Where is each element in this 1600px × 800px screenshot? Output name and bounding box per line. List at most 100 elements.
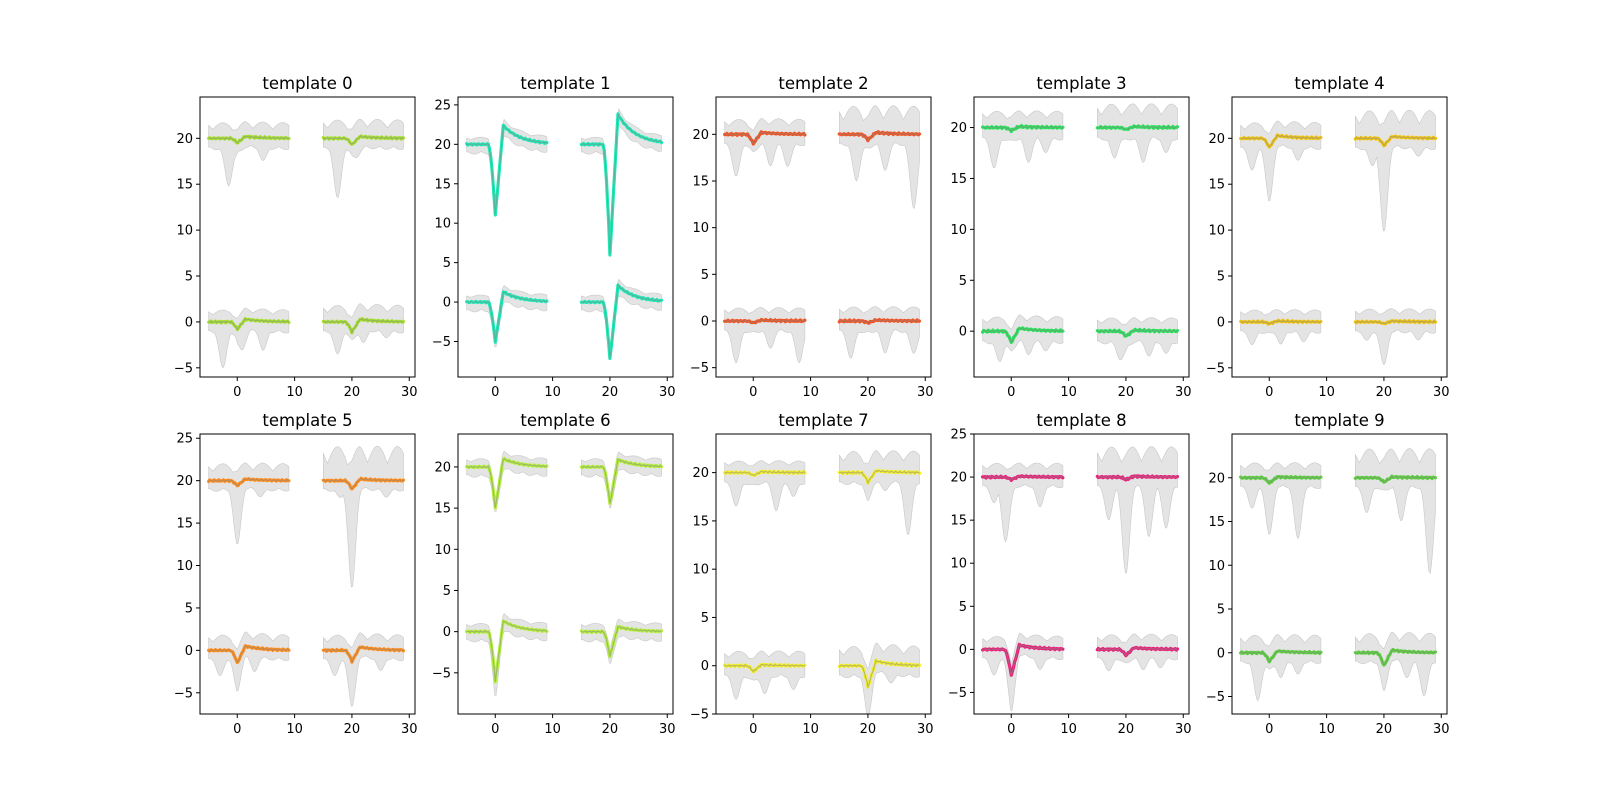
- x-tick-label: 0: [749, 722, 757, 737]
- x-tick-label: 20: [860, 385, 877, 400]
- axes-frame: [1231, 433, 1448, 715]
- subplot-title: template 4: [1294, 74, 1384, 93]
- waveform-median: [1096, 475, 1178, 481]
- subplot-grid: template 0 −5 0 5 10 15 20 0 10 20 30 template 1 −5 0…: [174, 74, 1450, 737]
- x-tick-label: 0: [491, 722, 499, 737]
- waveform-median: [838, 658, 920, 689]
- x-tick-label: 10: [802, 385, 819, 400]
- y-tick-label: 20: [692, 466, 709, 481]
- y-tick-label: −5: [174, 361, 193, 376]
- y-tick-label: 20: [176, 474, 193, 489]
- x-tick-label: 0: [491, 385, 499, 400]
- y-tick-label: 20: [434, 138, 451, 153]
- axes-frame: [715, 96, 932, 378]
- x-tick-label: 0: [233, 722, 241, 737]
- x-tick-label: 10: [286, 385, 303, 400]
- x-tick-label: 20: [344, 722, 361, 737]
- subplot-title: template 6: [520, 411, 610, 430]
- x-tick-label: 30: [917, 385, 934, 400]
- y-tick-label: 25: [176, 432, 193, 447]
- waveform-median: [1355, 475, 1436, 483]
- x-tick-label: 30: [659, 722, 676, 737]
- waveform-band: [982, 462, 1064, 543]
- axes-frame: [973, 433, 1190, 715]
- waveform-median: [581, 113, 662, 256]
- waveform-median: [839, 130, 920, 142]
- subplot-2: template 2 −5 0 5 10 15 20 0 10 20 30: [690, 74, 934, 400]
- plot-area: [981, 446, 1180, 711]
- x-tick-label: 30: [1175, 722, 1192, 737]
- x-tick-label: 30: [1433, 722, 1450, 737]
- y-tick-label: 10: [950, 223, 967, 238]
- plot-area: [723, 450, 922, 714]
- y-tick-label: 15: [692, 514, 709, 529]
- y-tick-label: 15: [950, 172, 967, 187]
- x-tick-label: 30: [1433, 385, 1450, 400]
- x-tick-label: 10: [802, 722, 819, 737]
- y-tick-label: 5: [443, 256, 451, 271]
- y-tick-label: 5: [701, 268, 709, 283]
- waveform-band: [982, 632, 1064, 711]
- y-tick-label: 15: [692, 175, 709, 190]
- x-tick-label: 30: [917, 722, 934, 737]
- x-tick-label: 10: [1060, 385, 1077, 400]
- x-tick-label: 10: [286, 722, 303, 737]
- waveform-median: [323, 477, 404, 490]
- waveform-median: [208, 645, 290, 664]
- waveform-median: [581, 283, 662, 359]
- subplot-1: template 1 −5 0 5 10 15 20 25 0 10 20 30: [432, 74, 676, 400]
- waveform-band: [1097, 633, 1178, 672]
- y-tick-label: 0: [443, 625, 451, 640]
- y-tick-label: 5: [1217, 603, 1225, 618]
- y-tick-label: 10: [434, 543, 451, 558]
- waveform-band: [1355, 631, 1436, 696]
- y-tick-label: 10: [950, 557, 967, 572]
- y-tick-label: −5: [948, 686, 967, 701]
- y-tick-label: 20: [950, 121, 967, 136]
- waveform-median: [839, 469, 920, 485]
- waveform-median: [1355, 648, 1436, 666]
- y-tick-label: −5: [690, 361, 709, 376]
- waveform-median: [322, 135, 404, 145]
- waveform-band: [724, 650, 806, 700]
- y-tick-label: 10: [176, 224, 193, 239]
- plot-area: [723, 105, 922, 364]
- subplot-title: template 0: [262, 74, 352, 93]
- y-tick-label: 0: [701, 659, 709, 674]
- y-tick-label: 5: [185, 270, 193, 285]
- y-tick-label: 0: [1217, 315, 1225, 330]
- waveform-median: [724, 470, 806, 477]
- y-tick-label: 25: [434, 98, 451, 113]
- waveform-band: [208, 462, 290, 545]
- x-tick-label: 20: [1376, 385, 1393, 400]
- waveform-band: [1097, 103, 1178, 163]
- y-tick-label: 25: [950, 428, 967, 443]
- subplot-title: template 5: [262, 411, 352, 430]
- y-tick-label: −5: [432, 335, 451, 350]
- waveform-median: [1354, 135, 1436, 147]
- waveform-median: [724, 318, 806, 324]
- y-tick-label: −5: [690, 708, 709, 723]
- waveform-median: [1240, 650, 1322, 663]
- x-tick-label: 30: [401, 385, 418, 400]
- y-tick-label: 10: [434, 217, 451, 232]
- subplot-title: template 7: [778, 411, 868, 430]
- waveform-band: [1240, 120, 1322, 202]
- subplot-6: template 6 −5 0 5 10 15 20 0 10 20 30: [432, 411, 676, 737]
- waveform-median: [1240, 319, 1322, 325]
- axes-frame: [973, 96, 1190, 378]
- plot-area: [1239, 109, 1438, 365]
- waveform-median: [724, 663, 806, 673]
- x-tick-label: 30: [401, 722, 418, 737]
- plot-area: [207, 118, 406, 369]
- y-tick-label: 0: [959, 325, 967, 340]
- y-tick-label: −5: [1206, 361, 1225, 376]
- y-tick-label: 10: [1208, 224, 1225, 239]
- waveform-median: [724, 130, 806, 146]
- waveform-median: [1354, 319, 1436, 325]
- axes-frame: [457, 96, 674, 378]
- y-tick-label: −5: [432, 666, 451, 681]
- subplot-9: template 9 −5 0 5 10 15 20 0 10 20 30: [1206, 411, 1450, 737]
- y-tick-label: 0: [701, 315, 709, 330]
- waveform-band: [839, 105, 920, 210]
